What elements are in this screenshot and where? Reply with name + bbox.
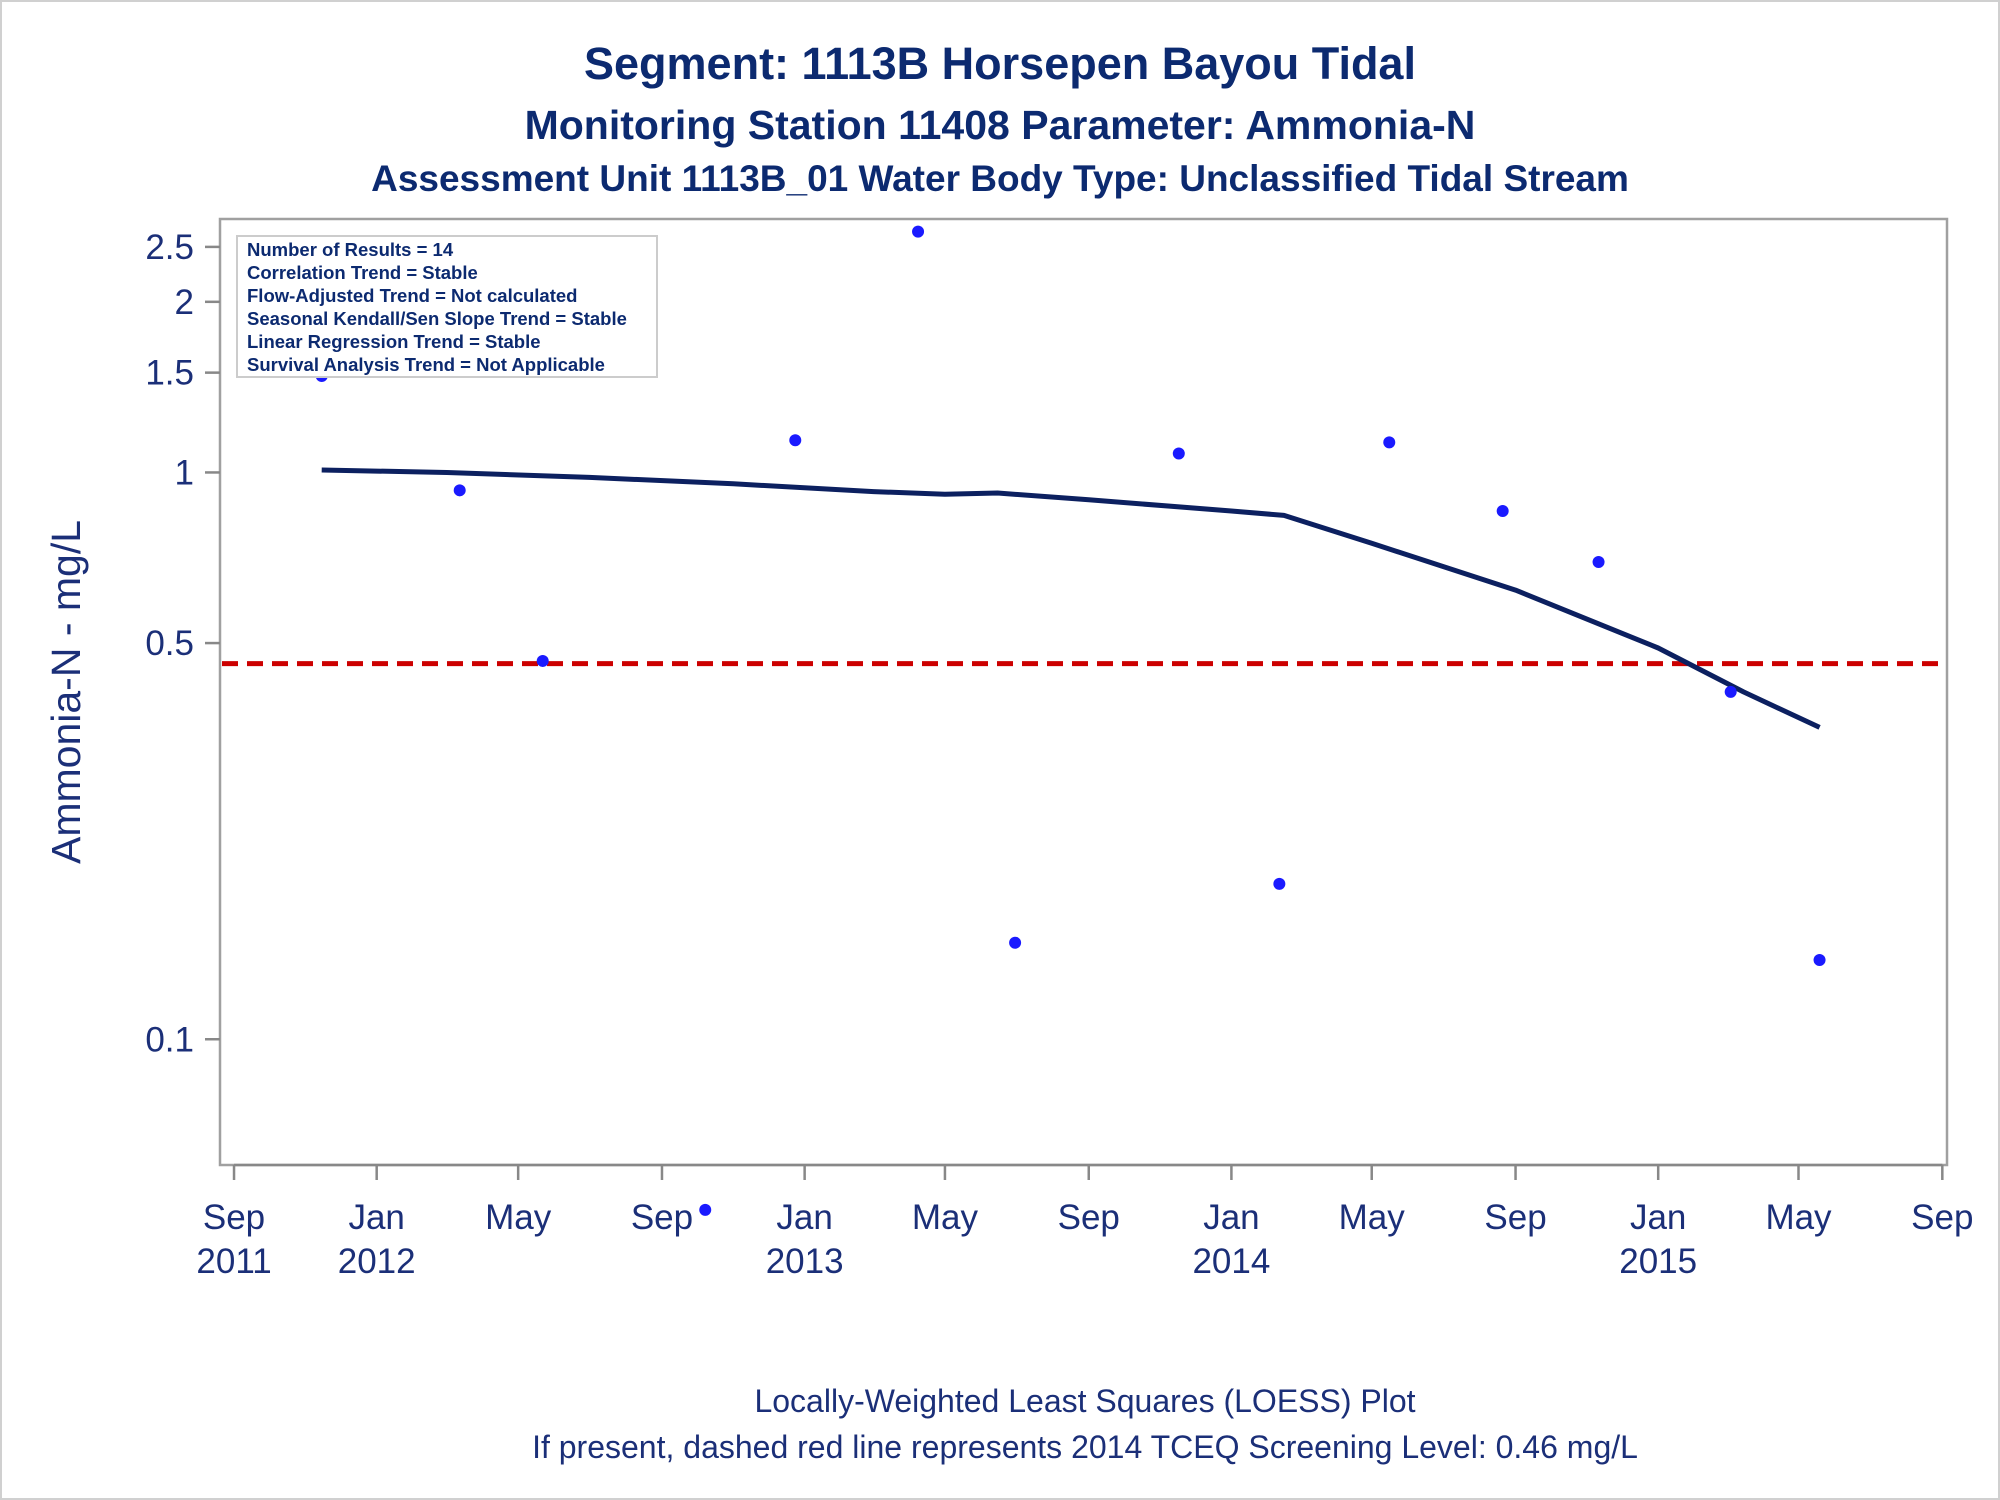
stat-line: Correlation Trend = Stable <box>247 262 478 283</box>
data-point <box>453 484 466 497</box>
x-tick-label-month: Jan <box>1203 1198 1259 1237</box>
x-tick-label-year: 2014 <box>1192 1242 1270 1281</box>
x-tick-label-year: 2015 <box>1619 1242 1697 1281</box>
x-tick-label-month: Sep <box>1058 1198 1120 1237</box>
chart-subtitle-2: Assessment Unit 1113B_01 Water Body Type… <box>371 158 1629 199</box>
x-tick-label-month: May <box>912 1198 979 1237</box>
data-point <box>1724 685 1737 698</box>
data-point <box>1273 877 1286 890</box>
footnote-loess: Locally-Weighted Least Squares (LOESS) P… <box>754 1383 1415 1419</box>
x-tick-label-year: 2013 <box>766 1242 844 1281</box>
x-tick-label-month: Jan <box>1630 1198 1686 1237</box>
y-tick-label: 1.5 <box>145 354 194 393</box>
data-point <box>789 434 802 447</box>
y-axis: 0.1 0.5 1 1.5 2 2.5 <box>145 228 220 1059</box>
x-tick-label-month: Sep <box>1484 1198 1546 1237</box>
y-tick-label: 0.1 <box>145 1020 194 1059</box>
y-tick-label: 0.5 <box>145 624 194 663</box>
chart-title: Segment: 1113B Horsepen Bayou Tidal <box>584 38 1416 89</box>
stat-line: Flow-Adjusted Trend = Not calculated <box>247 285 577 306</box>
stat-line: Linear Regression Trend = Stable <box>247 331 541 352</box>
footnote-screening: If present, dashed red line represents 2… <box>532 1429 1638 1465</box>
x-tick-label-year: 2011 <box>196 1242 271 1281</box>
y-tick-label: 2 <box>175 283 194 322</box>
data-point <box>1009 936 1022 949</box>
data-point <box>536 654 549 667</box>
stat-line: Seasonal Kendall/Sen Slope Trend = Stabl… <box>247 308 627 329</box>
x-tick-label-year: 2012 <box>338 1242 416 1281</box>
stats-legend: Number of Results = 14 Correlation Trend… <box>236 235 658 378</box>
data-point <box>1592 556 1605 569</box>
x-axis: Sep 2011 Jan 2012 May Sep Jan 2013 May Sep Jan 2014… <box>196 1163 1973 1281</box>
data-point <box>699 1203 712 1216</box>
x-tick-label-month: May <box>1339 1198 1406 1237</box>
x-tick-label-month: Sep <box>1911 1198 1973 1237</box>
stat-line: Number of Results = 14 <box>247 239 454 260</box>
chart-subtitle: Monitoring Station 11408 Parameter: Ammo… <box>525 102 1476 148</box>
data-point <box>1813 953 1826 966</box>
data-point <box>912 225 925 238</box>
y-axis-label: Ammonia-N - mg/L <box>43 520 89 864</box>
x-tick-label-month: Jan <box>348 1198 404 1237</box>
y-tick-label: 1 <box>175 453 194 492</box>
x-tick-label-month: May <box>485 1198 552 1237</box>
x-tick-label-month: Jan <box>776 1198 832 1237</box>
x-tick-label-month: Sep <box>631 1198 693 1237</box>
stat-line: Survival Analysis Trend = Not Applicable <box>247 354 605 375</box>
x-tick-label-month: Sep <box>203 1198 265 1237</box>
loess-line <box>321 467 1821 730</box>
data-point <box>1383 436 1396 449</box>
stats-legend-box <box>236 235 658 378</box>
data-point <box>1172 447 1185 460</box>
y-tick-label: 2.5 <box>145 228 194 267</box>
data-point <box>1496 505 1509 518</box>
x-tick-label-month: May <box>1765 1198 1832 1237</box>
